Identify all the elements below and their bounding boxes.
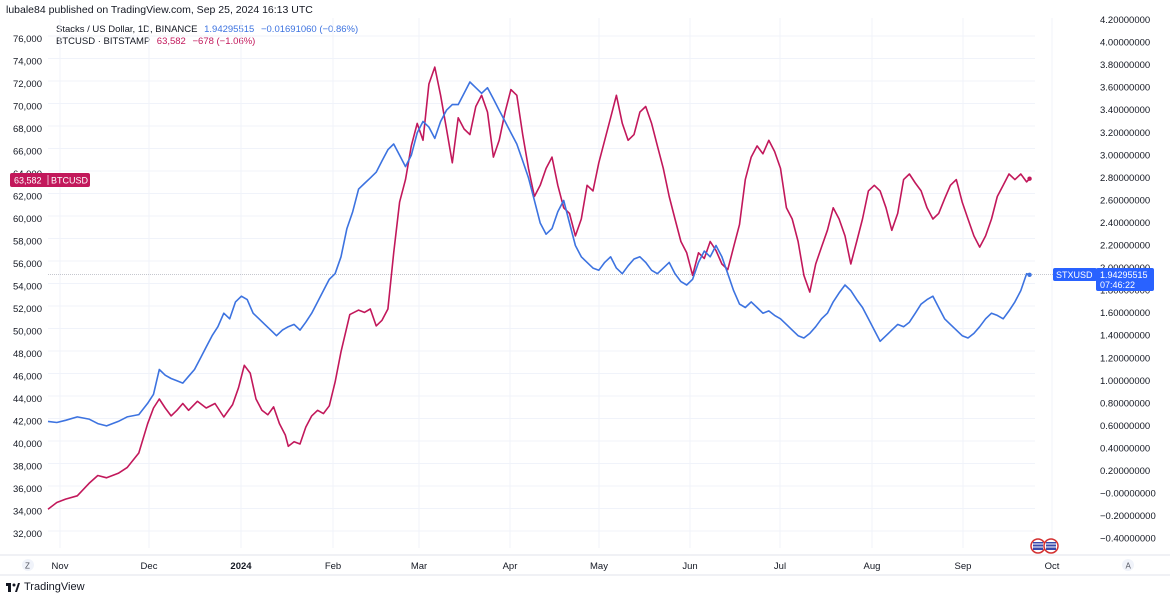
left-tick-label: 58,000 — [13, 237, 42, 248]
time-tick-label: Jun — [682, 561, 697, 572]
right-tick-label: 0.20000000 — [1100, 466, 1150, 477]
left-tick-label: 40,000 — [13, 439, 42, 450]
stx-name-badge — [1053, 268, 1097, 281]
time-tick-label: Mar — [411, 561, 427, 572]
left-tick-label: 34,000 — [13, 507, 42, 518]
left-tick-label: 48,000 — [13, 349, 42, 360]
zoom-button[interactable] — [22, 559, 34, 571]
legend-row-stx[interactable]: Stacks / US Dollar, 1D, BINANCE 1.942955… — [56, 24, 358, 36]
time-tick-label: Nov — [52, 561, 69, 572]
legend-value: 1.94295515 — [204, 24, 255, 35]
left-price-axis[interactable]: 76,00074,00072,00070,00068,00066,00064,0… — [13, 34, 42, 540]
stx-badge-name: STXUSD — [1056, 270, 1093, 280]
auto-scale-button[interactable] — [1122, 559, 1134, 571]
left-tick-label: 44,000 — [13, 394, 42, 405]
right-tick-label: 0.60000000 — [1100, 421, 1150, 432]
stx-badge-value: 1.94295515 — [1100, 270, 1148, 280]
series-line-btcusd — [47, 66, 1031, 510]
legend-row-btc[interactable]: BTCUSD · BITSTAMP 63,582 −678 (−1.06%) — [56, 36, 358, 48]
right-tick-label: 2.60000000 — [1100, 195, 1150, 206]
btc-badge-value: 63,582 — [14, 176, 42, 186]
time-tick-label: Oct — [1045, 561, 1060, 572]
left-tick-label: 62,000 — [13, 192, 42, 203]
right-tick-label: 3.00000000 — [1100, 150, 1150, 161]
time-tick-label: Apr — [503, 561, 518, 572]
right-tick-label: 1.40000000 — [1100, 331, 1150, 342]
right-tick-label: 1.00000000 — [1100, 376, 1150, 387]
series-last-point — [1027, 176, 1032, 181]
right-tick-label: 3.60000000 — [1100, 83, 1150, 94]
auto-scale-button-label: A — [1126, 562, 1132, 571]
left-tick-label: 38,000 — [13, 462, 42, 473]
right-tick-label: −0.20000000 — [1100, 511, 1156, 522]
right-tick-label: 3.20000000 — [1100, 128, 1150, 139]
btc-price-badge — [10, 173, 90, 187]
left-tick-label: 36,000 — [13, 484, 42, 495]
legend-change: −0.01691060 (−0.86%) — [260, 24, 359, 35]
zoom-button-label: Z — [25, 562, 30, 571]
tradingview-logo-icon — [6, 582, 20, 592]
right-tick-label: 0.40000000 — [1100, 443, 1150, 454]
right-tick-label: 2.20000000 — [1100, 241, 1150, 252]
left-tick-label: 46,000 — [13, 372, 42, 383]
right-tick-label: −0.00000000 — [1100, 489, 1156, 500]
legend-value: 63,582 — [156, 36, 186, 47]
left-tick-label: 56,000 — [13, 259, 42, 270]
right-tick-label: 2.80000000 — [1100, 173, 1150, 184]
legend-label: Stacks / US Dollar, 1D, BINANCE — [56, 24, 198, 35]
time-tick-label: 2024 — [230, 561, 252, 572]
left-tick-label: 54,000 — [13, 282, 42, 293]
right-tick-label: 4.00000000 — [1100, 38, 1150, 49]
time-tick-label: May — [590, 561, 608, 572]
price-badges: 63,582 BTCUSD STXUSD 1.94295515 07:46:22 — [10, 173, 1154, 291]
time-tick-label: Jul — [774, 561, 786, 572]
left-tick-label: 60,000 — [13, 214, 42, 225]
series-line-stxusd — [47, 81, 1030, 427]
stx-price-badge — [1096, 268, 1154, 291]
right-tick-label: 2.40000000 — [1100, 218, 1150, 229]
time-tick-label: Dec — [141, 561, 158, 572]
left-tick-label: 76,000 — [13, 34, 42, 45]
right-tick-label: 1.20000000 — [1100, 353, 1150, 364]
time-tick-label: Feb — [325, 561, 341, 572]
time-tick-label: Sep — [955, 561, 972, 572]
left-tick-label: 42,000 — [13, 417, 42, 428]
grid — [0, 18, 1170, 576]
btc-badge-name: BTCUSD — [51, 176, 89, 186]
right-tick-label: 4.20000000 — [1100, 15, 1150, 26]
publish-info: lubale84 published on TradingView.com, S… — [6, 4, 313, 16]
right-tick-label: 1.80000000 — [1100, 286, 1150, 297]
left-tick-label: 52,000 — [13, 304, 42, 315]
right-tick-label: 0.80000000 — [1100, 398, 1150, 409]
left-tick-label: 72,000 — [13, 79, 42, 90]
time-tick-label: Aug — [864, 561, 881, 572]
left-tick-label: 74,000 — [13, 57, 42, 68]
legend-change: −678 (−1.06%) — [192, 36, 256, 47]
time-axis[interactable]: Nov Dec 2024 Feb Mar Apr May Jun Jul Aug Sep Oct — [52, 561, 1060, 572]
right-tick-label: 1.60000000 — [1100, 308, 1150, 319]
legend: Stacks / US Dollar, 1D, BINANCE 1.942955… — [56, 24, 358, 48]
footer: TradingView — [6, 581, 85, 593]
left-tick-label: 66,000 — [13, 147, 42, 158]
axis-buttons[interactable]: Z A — [22, 559, 1134, 571]
legend-label: BTCUSD · BITSTAMP — [56, 36, 151, 47]
series-lines — [47, 66, 1032, 510]
series-last-point — [1027, 272, 1032, 278]
left-tick-label: 68,000 — [13, 124, 42, 135]
stx-badge-countdown: 07:46:22 — [1100, 280, 1135, 290]
brand-label[interactable]: TradingView — [24, 581, 85, 593]
left-tick-label: 70,000 — [13, 102, 42, 113]
right-tick-label: −0.40000000 — [1100, 534, 1156, 545]
right-tick-label: 3.80000000 — [1100, 60, 1150, 71]
left-tick-label: 32,000 — [13, 529, 42, 540]
us-flag-event-icons[interactable] — [1030, 538, 1059, 554]
left-tick-label: 50,000 — [13, 327, 42, 338]
right-tick-label: 3.40000000 — [1100, 105, 1150, 116]
